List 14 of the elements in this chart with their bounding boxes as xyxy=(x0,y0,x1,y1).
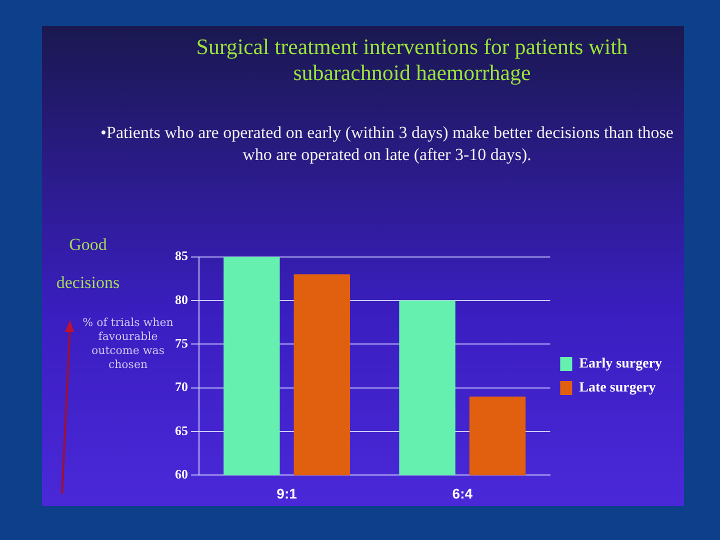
y-tick-label: 65 xyxy=(175,422,188,438)
chart-subtitle: •Patients who are operated on early (within 3 days) make better decisions than those who are operated on late (after 3-10 days). xyxy=(100,122,674,166)
y-tick-label: 70 xyxy=(175,379,188,394)
x-tick-label: 6:4 xyxy=(452,485,473,502)
y-tick-label: 80 xyxy=(175,292,188,307)
text: Good decisions xyxy=(55,234,121,294)
legend-label: Early surgery xyxy=(579,356,662,372)
y-axis-title: % of trials when favourable outcome was chosen xyxy=(82,316,174,372)
y-tick-label: 75 xyxy=(175,336,188,351)
legend-label: Late surgery xyxy=(579,380,656,396)
y-tick-label: 85 xyxy=(175,248,188,264)
chart-title: Surgical treatment interventions for patients with subarachnoid haemorrhage xyxy=(195,34,629,86)
y-tick-label: 60 xyxy=(175,466,188,482)
x-tick-label: 9:1 xyxy=(276,485,298,502)
